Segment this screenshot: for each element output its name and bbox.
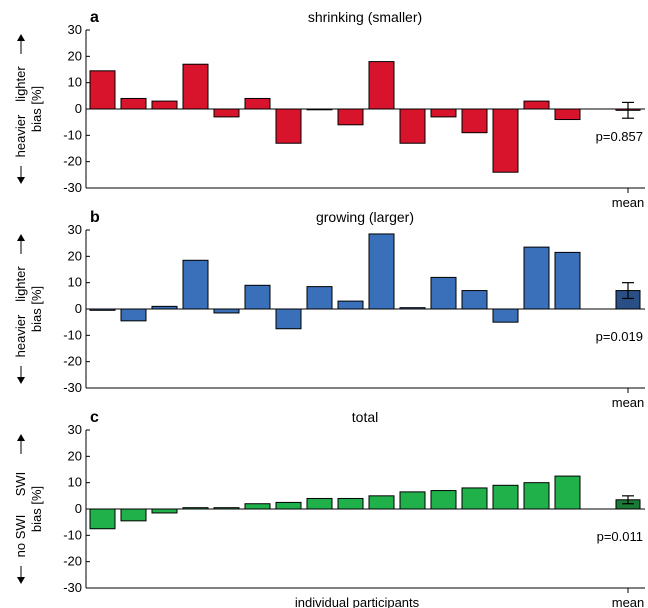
bar-a-1 bbox=[89, 70, 116, 110]
y-axis-label-a: bias [%] bbox=[29, 86, 44, 132]
bar-a-8 bbox=[306, 108, 333, 111]
bar-a-10 bbox=[368, 61, 395, 110]
bar-c-4 bbox=[182, 507, 209, 510]
mean-label-c: mean bbox=[612, 595, 645, 608]
direction-label-down-b: heavier bbox=[13, 314, 28, 357]
bar-b-10 bbox=[368, 233, 395, 310]
y-tick-label-c: 20 bbox=[68, 448, 82, 463]
arrow-up-icon-b bbox=[17, 234, 25, 241]
bar-a-14 bbox=[492, 108, 519, 173]
direction-label-down-a: heavier bbox=[13, 114, 28, 157]
direction-label-up-a: lighter bbox=[13, 66, 28, 102]
panel-title-a: shrinking (smaller) bbox=[308, 9, 422, 25]
y-tick-label-c: -10 bbox=[63, 527, 82, 542]
y-tick-label-a: -30 bbox=[63, 180, 82, 195]
bar-b-15 bbox=[523, 246, 550, 310]
y-tick-label-b: 10 bbox=[68, 275, 82, 290]
direction-label-up-b: lighter bbox=[13, 266, 28, 302]
y-tick-label-b: -30 bbox=[63, 380, 82, 395]
y-axis-label-b: bias [%] bbox=[29, 286, 44, 332]
direction-label-up-c: SWI bbox=[13, 472, 28, 497]
arrow-up-icon-a bbox=[17, 34, 25, 41]
y-tick-label-c: 10 bbox=[68, 475, 82, 490]
bar-c-1 bbox=[89, 508, 116, 530]
y-tick-label-b: 30 bbox=[68, 222, 82, 237]
bar-a-9 bbox=[337, 108, 364, 126]
arrow-down-icon-b bbox=[17, 377, 25, 384]
panel-label-a: a bbox=[90, 9, 99, 26]
bar-b-3 bbox=[151, 305, 178, 310]
y-tick-label-b: 20 bbox=[68, 248, 82, 263]
bar-b-1 bbox=[89, 308, 116, 311]
bar-b-7 bbox=[275, 308, 302, 330]
y-tick-label-a: 20 bbox=[68, 48, 82, 63]
bar-a-5 bbox=[213, 108, 240, 118]
bar-a-6 bbox=[244, 97, 271, 110]
bar-b-11 bbox=[399, 307, 426, 310]
bar-b-6 bbox=[244, 284, 271, 310]
arrow-up-icon-c bbox=[17, 434, 25, 441]
bar-b-8 bbox=[306, 286, 333, 310]
y-tick-label-a: 10 bbox=[68, 75, 82, 90]
y-tick-label-b: -10 bbox=[63, 327, 82, 342]
bar-c-16 bbox=[554, 475, 581, 510]
y-tick-label-c: 30 bbox=[68, 422, 82, 437]
panel-title-b: growing (larger) bbox=[316, 209, 414, 225]
p-value-b: p=0.019 bbox=[596, 329, 643, 344]
y-tick-label-a: -10 bbox=[63, 127, 82, 142]
p-value-c: p=0.011 bbox=[597, 529, 643, 544]
mean-label-b: mean bbox=[612, 395, 645, 410]
mean-label-a: mean bbox=[612, 195, 645, 210]
bar-a-13 bbox=[461, 108, 488, 134]
bar-b-16 bbox=[554, 251, 581, 310]
bar-b-12 bbox=[430, 276, 457, 310]
bar-c-7 bbox=[275, 501, 302, 510]
bar-a-15 bbox=[523, 100, 550, 110]
bar-c-3 bbox=[151, 508, 178, 514]
bar-a-2 bbox=[120, 97, 147, 110]
y-tick-label-c: -20 bbox=[63, 554, 82, 569]
bar-b-5 bbox=[213, 308, 240, 314]
bar-a-11 bbox=[399, 108, 426, 144]
bar-c-11 bbox=[399, 491, 426, 510]
y-tick-label-b: -20 bbox=[63, 354, 82, 369]
y-tick-label-c: -30 bbox=[63, 580, 82, 595]
y-tick-label-a: 30 bbox=[68, 22, 82, 37]
panel-label-b: b bbox=[90, 209, 100, 226]
bar-c-8 bbox=[306, 497, 333, 510]
bar-b-14 bbox=[492, 308, 519, 323]
bar-a-16 bbox=[554, 108, 581, 121]
bar-a-4 bbox=[182, 63, 209, 110]
bar-a-12 bbox=[430, 108, 457, 118]
bar-c-13 bbox=[461, 487, 488, 510]
y-tick-label-a: 0 bbox=[75, 101, 82, 116]
bar-b-4 bbox=[182, 259, 209, 310]
bar-b-13 bbox=[461, 290, 488, 310]
bar-b-2 bbox=[120, 308, 147, 322]
x-axis-label: individual participants bbox=[295, 595, 420, 608]
bar-a-3 bbox=[151, 100, 178, 110]
bar-c-6 bbox=[244, 503, 271, 510]
bar-c-2 bbox=[120, 508, 147, 522]
y-tick-label-b: 0 bbox=[75, 301, 82, 316]
arrow-down-icon-c bbox=[17, 577, 25, 584]
y-axis-label-c: bias [%] bbox=[29, 486, 44, 532]
bar-a-7 bbox=[275, 108, 302, 144]
bar-c-5 bbox=[213, 507, 240, 510]
bar-b-9 bbox=[337, 300, 364, 310]
bar-c-10 bbox=[368, 495, 395, 510]
arrow-down-icon-a bbox=[17, 177, 25, 184]
direction-label-down-c: no SWI bbox=[13, 515, 28, 558]
bar-c-9 bbox=[337, 497, 364, 510]
panel-title-c: total bbox=[352, 409, 378, 425]
y-tick-label-a: -20 bbox=[63, 154, 82, 169]
bar-c-15 bbox=[523, 482, 550, 510]
y-tick-label-c: 0 bbox=[75, 501, 82, 516]
bar-c-12 bbox=[430, 490, 457, 510]
bar-c-14 bbox=[492, 484, 519, 510]
p-value-a: p=0.857 bbox=[596, 129, 643, 144]
panel-label-c: c bbox=[90, 409, 99, 426]
